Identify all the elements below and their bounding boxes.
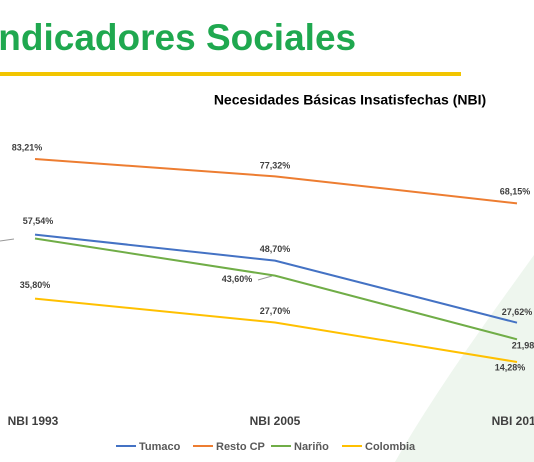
decoration xyxy=(395,255,534,462)
leader-line xyxy=(257,275,273,281)
series-line xyxy=(34,158,518,205)
leader-line xyxy=(0,238,15,242)
series-line xyxy=(34,233,518,324)
data-label: 14,28% xyxy=(495,362,526,372)
data-label: 21,98% xyxy=(512,341,534,351)
legend-label: Tumaco xyxy=(139,441,181,453)
data-label: 77,32% xyxy=(260,161,291,171)
data-label: 35,80% xyxy=(20,280,51,290)
slide-title: Indicadores Sociales xyxy=(0,17,356,58)
data-label: 27,70% xyxy=(260,306,291,316)
data-label: 27,62% xyxy=(502,307,533,317)
series-line xyxy=(34,237,518,341)
legend-label: Resto CP xyxy=(216,441,265,453)
series-line xyxy=(34,297,518,363)
x-tick-label: NBI 2018 xyxy=(492,414,534,428)
title-underline xyxy=(0,72,461,76)
data-label: 48,70% xyxy=(260,244,291,254)
data-label: 57,54% xyxy=(23,216,54,226)
x-tick-label: NBI 1993 xyxy=(8,414,59,428)
data-label: 83,21% xyxy=(12,142,43,152)
legend-label: Nariño xyxy=(294,441,329,453)
data-label: 43,60% xyxy=(222,274,253,284)
x-tick-label: NBI 2005 xyxy=(250,414,301,428)
data-label: 68,15% xyxy=(500,187,531,197)
legend-label: Colombia xyxy=(365,441,416,453)
chart-title: Necesidades Básicas Insatisfechas (NBI) xyxy=(214,92,486,108)
